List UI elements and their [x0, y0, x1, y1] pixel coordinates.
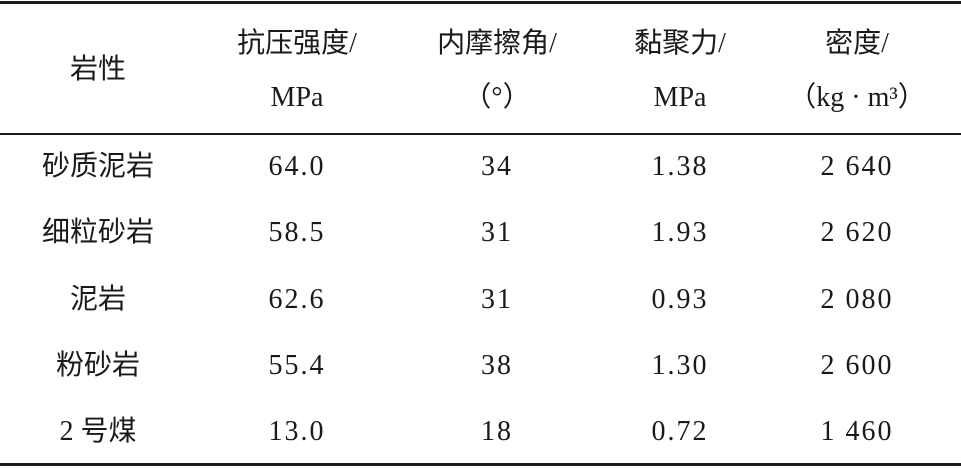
- header-rule: [0, 133, 961, 135]
- header-cell: 内摩擦角/: [437, 28, 557, 59]
- data-cell: 0.72: [651, 416, 709, 448]
- data-cell: 1 460: [820, 416, 894, 448]
- row-label: 粉砂岩: [55, 349, 140, 381]
- data-cell: 0.93: [651, 283, 709, 315]
- data-cell: 1.38: [651, 151, 709, 182]
- data-cell: 64.0: [268, 151, 326, 182]
- data-cell: 18: [481, 416, 513, 448]
- data-cell: 13.0: [268, 416, 326, 448]
- header-cell: （kg · m³）: [788, 82, 926, 113]
- data-cell: 31: [481, 217, 513, 249]
- header-cell: MPa: [270, 82, 324, 113]
- bottom-rule: [0, 463, 961, 466]
- header-cell: 密度/: [825, 28, 889, 59]
- row-label: 泥岩: [69, 283, 126, 315]
- data-cell: 38: [481, 349, 513, 381]
- header-cell: 抗压强度/: [237, 28, 357, 59]
- data-cell: 2 080: [820, 283, 894, 315]
- data-cell: 58.5: [268, 217, 326, 249]
- header-cell: 岩性: [69, 54, 126, 85]
- data-cell: 2 620: [820, 217, 894, 249]
- data-cell: 55.4: [268, 349, 326, 381]
- data-cell: 1.30: [651, 349, 709, 381]
- top-rule: [0, 1, 961, 4]
- header-cell: MPa: [653, 82, 707, 113]
- data-cell: 31: [481, 283, 513, 315]
- row-label: 2 号煤: [59, 416, 137, 448]
- data-cell: 1.93: [651, 217, 709, 249]
- data-cell: 2 640: [820, 151, 894, 182]
- data-cell: 62.6: [268, 283, 326, 315]
- data-cell: 34: [481, 151, 513, 182]
- row-label: 砂质泥岩: [41, 151, 154, 182]
- header-cell: （°）: [463, 82, 531, 113]
- row-label: 细粒砂岩: [41, 217, 154, 249]
- header-cell: 黏聚力/: [634, 28, 726, 59]
- data-cell: 2 600: [820, 349, 894, 381]
